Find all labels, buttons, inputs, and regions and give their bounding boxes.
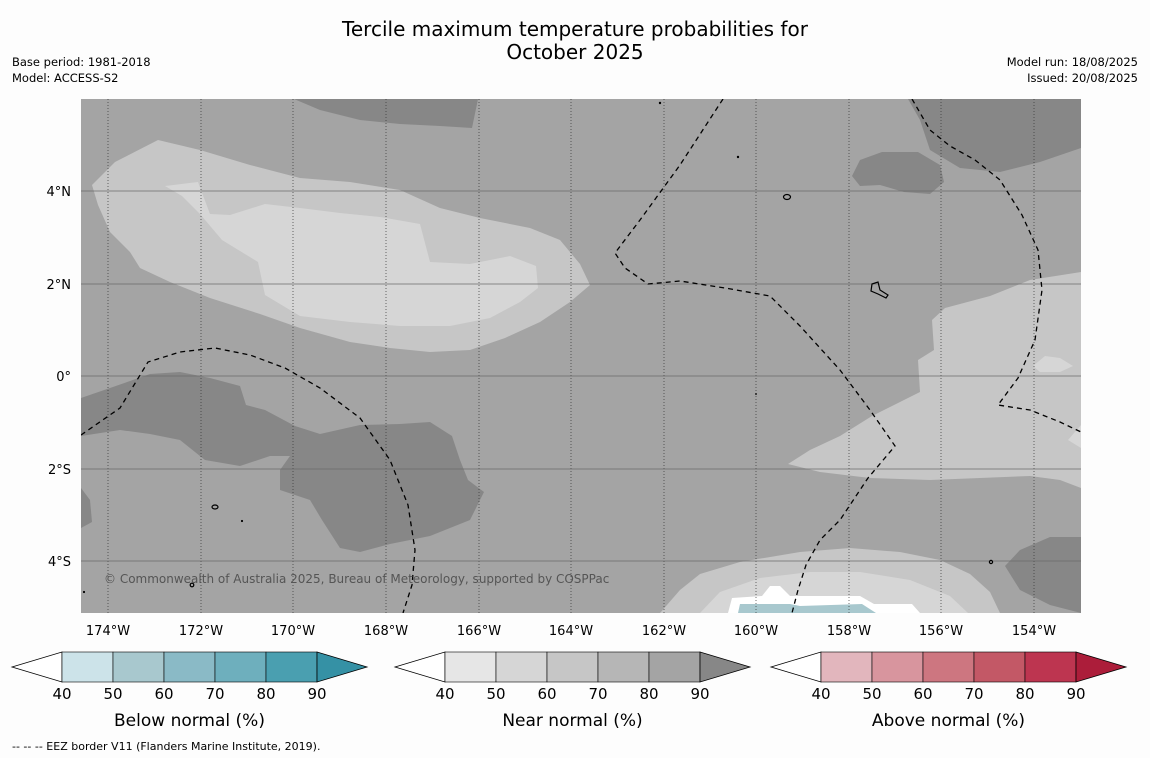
- near-normal-colorbar: 40 50 60 70 80 90 Near normal (%): [393, 651, 752, 731]
- colorbar-tick-label: 70: [964, 685, 983, 703]
- colorbar-segment: [112, 651, 165, 683]
- model-name: Model: ACCESS-S2: [12, 71, 119, 85]
- island: [988, 559, 994, 565]
- colorbar-segment: [820, 651, 873, 683]
- issued-date: Issued: 20/08/2025: [1027, 71, 1138, 85]
- colorbar-tick-label: 90: [690, 685, 709, 703]
- lat-tick-label: 4°S: [48, 555, 71, 570]
- colorbar-segment: [1024, 651, 1077, 683]
- colorbar-segment: [61, 651, 114, 683]
- colorbar-tick-label: 40: [52, 685, 71, 703]
- islet-dots: [82, 101, 757, 594]
- lat-tick-label: 0°: [56, 370, 71, 385]
- lon-tick-label: 160°W: [734, 624, 778, 639]
- colorbar-segment: [444, 651, 497, 683]
- below-normal-colorbar: 40 50 60 70 80 90 Below normal (%): [10, 651, 369, 731]
- lat-tick-label: 2°N: [47, 278, 72, 293]
- above-normal-colorbar: 40 50 60 70 80 90 Above normal (%): [769, 651, 1128, 731]
- colorbar-segment: [922, 651, 975, 683]
- lat-tick-label: 4°N: [47, 185, 72, 200]
- map-title: Tercile maximum temperature probabilitie…: [0, 18, 1150, 64]
- colorbar-tick-label: 50: [862, 685, 881, 703]
- lon-tick-label: 172°W: [179, 624, 223, 639]
- lon-tick-label: 168°W: [364, 624, 408, 639]
- colorbar-extend-high: [1075, 651, 1128, 683]
- colorbar-segment: [214, 651, 267, 683]
- colorbar-tick-label: 70: [588, 685, 607, 703]
- metadata-right: Model run: 18/08/2025 Issued: 20/08/2025: [1007, 54, 1138, 86]
- island: [211, 504, 219, 510]
- near-normal-90-north: [294, 99, 478, 128]
- colorbar-tick-label: 60: [913, 685, 932, 703]
- lat-tick-label: 2°S: [48, 463, 71, 478]
- colorbar-tick-label: 70: [205, 685, 224, 703]
- eez-border-east: [911, 99, 1081, 433]
- islands: [189, 193, 994, 588]
- colorbar-segment: [163, 651, 216, 683]
- colorbar-tick-label: 80: [256, 685, 275, 703]
- colorbar-extend-high: [316, 651, 369, 683]
- title-line-2: October 2025: [506, 40, 644, 64]
- eez-footnote: -- -- -- EEZ border V11 (Flanders Marine…: [12, 740, 321, 753]
- near-normal-70-east: [788, 272, 1081, 488]
- latitude-tick-labels: 4°N 2°N 0° 2°S 4°S: [47, 185, 72, 570]
- latitude-gridlines: [81, 190, 1081, 562]
- near-normal-60-east-patch: [1033, 356, 1073, 372]
- lon-tick-label: 166°W: [457, 624, 501, 639]
- island: [870, 281, 889, 299]
- title-line-1: Tercile maximum temperature probabilitie…: [342, 17, 808, 41]
- colorbar-tick-label: 80: [639, 685, 658, 703]
- map-panel: [81, 99, 1081, 613]
- colorbar-segment: [495, 651, 548, 683]
- colorbar-tick-label: 40: [435, 685, 454, 703]
- eez-border-west: [81, 347, 416, 613]
- lon-tick-label: 154°W: [1012, 624, 1056, 639]
- colorbars: 40 50 60 70 80 90 Below normal (%) 40 50 60 70 80 90…: [10, 651, 1128, 731]
- colorbar-label: Above normal (%): [872, 711, 1025, 731]
- lon-tick-label: 174°W: [86, 624, 130, 639]
- metadata-left: Base period: 1981-2018 Model: ACCESS-S2: [12, 54, 151, 86]
- lon-tick-label: 156°W: [919, 624, 963, 639]
- near-normal-90-west-edge: [81, 488, 92, 528]
- colorbar-segment: [265, 651, 318, 683]
- lon-tick-label: 162°W: [642, 624, 686, 639]
- colorbar-segment: [973, 651, 1026, 683]
- near-normal-90-southeast: [1005, 537, 1081, 613]
- colorbar-extend-low: [769, 651, 822, 683]
- copyright-notice: © Commonwealth of Australia 2025, Bureau…: [104, 572, 610, 586]
- lon-tick-label: 164°W: [549, 624, 593, 639]
- colorbar-segment: [597, 651, 650, 683]
- near-normal-60-north: [165, 182, 538, 326]
- lon-tick-label: 158°W: [827, 624, 871, 639]
- longitude-tick-labels: 174°W 172°W 170°W 168°W 166°W 164°W 162°…: [86, 624, 1056, 639]
- eez-border-central: [614, 99, 896, 613]
- colorbar-extend-low: [10, 651, 63, 683]
- colorbar-tick-label: 90: [307, 685, 326, 703]
- below-normal-50-patch: [738, 604, 876, 613]
- island: [189, 582, 195, 588]
- colorbar-tick-label: 60: [154, 685, 173, 703]
- colorbar-tick-label: 80: [1015, 685, 1034, 703]
- near-normal-90-ne-patch: [852, 152, 944, 194]
- model-run: Model run: 18/08/2025: [1006, 55, 1138, 69]
- island: [782, 193, 792, 201]
- lon-tick-label: 170°W: [271, 624, 315, 639]
- colorbar-tick-label: 50: [486, 685, 505, 703]
- colorbar-label: Below normal (%): [114, 711, 265, 731]
- colorbar-extend-low: [393, 651, 446, 683]
- colorbar-segment: [871, 651, 924, 683]
- colorbar-segment: [546, 651, 599, 683]
- colorbar-tick-label: 90: [1066, 685, 1085, 703]
- colorbar-extend-high: [699, 651, 752, 683]
- colorbar-tick-label: 60: [537, 685, 556, 703]
- base-period: Base period: 1981-2018: [12, 55, 151, 69]
- colorbar-tick-label: 50: [103, 685, 122, 703]
- eez-borders: [81, 99, 1081, 613]
- near-normal-90-northeast: [908, 99, 1081, 172]
- colorbar-tick-label: 40: [811, 685, 830, 703]
- colorbar-segment: [648, 651, 701, 683]
- near-normal-90-southwest: [81, 372, 484, 552]
- colorbar-label: Near normal (%): [502, 711, 642, 731]
